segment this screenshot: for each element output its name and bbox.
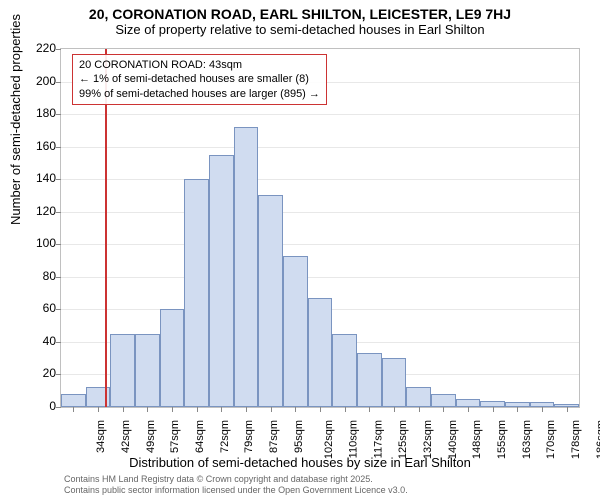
callout-line: 20 CORONATION ROAD: 43sqm <box>79 58 320 72</box>
gridline <box>61 179 579 180</box>
xtick-mark <box>542 407 543 412</box>
ytick-mark <box>56 49 61 50</box>
xtick-mark <box>493 407 494 412</box>
xtick-label: 49sqm <box>145 420 157 453</box>
xtick-label: 132sqm <box>422 420 434 459</box>
xtick-label: 140sqm <box>447 420 459 459</box>
histogram-bar <box>357 353 382 407</box>
ytick-mark <box>56 277 61 278</box>
xtick-mark <box>271 407 272 412</box>
chart-title: 20, CORONATION ROAD, EARL SHILTON, LEICE… <box>0 0 600 22</box>
xtick-label: 186sqm <box>595 420 600 459</box>
histogram-bar <box>135 334 160 407</box>
xtick-mark <box>246 407 247 412</box>
y-axis-label: Number of semi-detached properties <box>8 14 23 225</box>
xtick-mark <box>73 407 74 412</box>
histogram-bar <box>332 334 357 407</box>
ytick-mark <box>56 114 61 115</box>
footer-line-2: Contains public sector information licen… <box>64 485 408 496</box>
ytick-mark <box>56 407 61 408</box>
gridline <box>61 212 579 213</box>
xtick-label: 178sqm <box>570 420 582 459</box>
chart-subtitle: Size of property relative to semi-detach… <box>0 22 600 41</box>
xtick-mark <box>345 407 346 412</box>
callout-box: 20 CORONATION ROAD: 43sqm← 1% of semi-de… <box>72 54 327 105</box>
xtick-label: 155sqm <box>496 420 508 459</box>
histogram-bar <box>110 334 135 407</box>
ytick-mark <box>56 342 61 343</box>
x-axis-label: Distribution of semi-detached houses by … <box>0 455 600 470</box>
xtick-mark <box>172 407 173 412</box>
gridline <box>61 114 579 115</box>
histogram-bar <box>283 256 308 407</box>
xtick-label: 95sqm <box>293 420 305 453</box>
histogram-bar <box>258 195 283 407</box>
ytick-mark <box>56 212 61 213</box>
callout-line: ← 1% of semi-detached houses are smaller… <box>79 72 320 86</box>
ytick-label: 160 <box>26 139 56 153</box>
xtick-label: 125sqm <box>397 420 409 459</box>
xtick-label: 87sqm <box>268 420 280 453</box>
ytick-label: 220 <box>26 41 56 55</box>
histogram-bar <box>431 394 456 407</box>
xtick-mark <box>221 407 222 412</box>
xtick-mark <box>443 407 444 412</box>
xtick-label: 170sqm <box>545 420 557 459</box>
callout-line: 99% of semi-detached houses are larger (… <box>79 87 320 101</box>
xtick-label: 64sqm <box>194 420 206 453</box>
xtick-mark <box>295 407 296 412</box>
ytick-label: 40 <box>26 334 56 348</box>
xtick-mark <box>369 407 370 412</box>
xtick-label: 79sqm <box>243 420 255 453</box>
xtick-label: 163sqm <box>521 420 533 459</box>
xtick-label: 102sqm <box>323 420 335 459</box>
xtick-mark <box>320 407 321 412</box>
xtick-mark <box>567 407 568 412</box>
histogram-bar <box>382 358 407 407</box>
xtick-label: 72sqm <box>219 420 231 453</box>
ytick-label: 100 <box>26 236 56 250</box>
histogram-bar <box>160 309 185 407</box>
ytick-label: 60 <box>26 301 56 315</box>
footer-line-1: Contains HM Land Registry data © Crown c… <box>64 474 408 485</box>
gridline <box>61 244 579 245</box>
footer-attribution: Contains HM Land Registry data © Crown c… <box>64 474 408 496</box>
xtick-mark <box>98 407 99 412</box>
ytick-label: 80 <box>26 269 56 283</box>
xtick-label: 117sqm <box>372 420 384 458</box>
xtick-label: 34sqm <box>95 420 107 453</box>
xtick-mark <box>123 407 124 412</box>
histogram-bar <box>209 155 234 407</box>
gridline <box>61 147 579 148</box>
ytick-mark <box>56 82 61 83</box>
xtick-mark <box>147 407 148 412</box>
ytick-mark <box>56 309 61 310</box>
ytick-mark <box>56 179 61 180</box>
ytick-mark <box>56 244 61 245</box>
histogram-bar <box>184 179 209 407</box>
xtick-mark <box>394 407 395 412</box>
xtick-label: 148sqm <box>471 420 483 459</box>
ytick-label: 120 <box>26 204 56 218</box>
xtick-mark <box>517 407 518 412</box>
histogram-bar <box>61 394 86 407</box>
xtick-label: 110sqm <box>347 420 359 458</box>
xtick-label: 57sqm <box>169 420 181 453</box>
ytick-label: 180 <box>26 106 56 120</box>
ytick-label: 140 <box>26 171 56 185</box>
xtick-mark <box>419 407 420 412</box>
histogram-bar <box>406 387 431 407</box>
ytick-label: 0 <box>26 399 56 413</box>
histogram-bar <box>308 298 333 407</box>
xtick-mark <box>197 407 198 412</box>
ytick-label: 200 <box>26 74 56 88</box>
histogram-bar <box>456 399 481 407</box>
ytick-mark <box>56 147 61 148</box>
ytick-label: 20 <box>26 366 56 380</box>
gridline <box>61 277 579 278</box>
xtick-mark <box>468 407 469 412</box>
xtick-label: 42sqm <box>120 420 132 453</box>
ytick-mark <box>56 374 61 375</box>
histogram-bar <box>234 127 259 407</box>
